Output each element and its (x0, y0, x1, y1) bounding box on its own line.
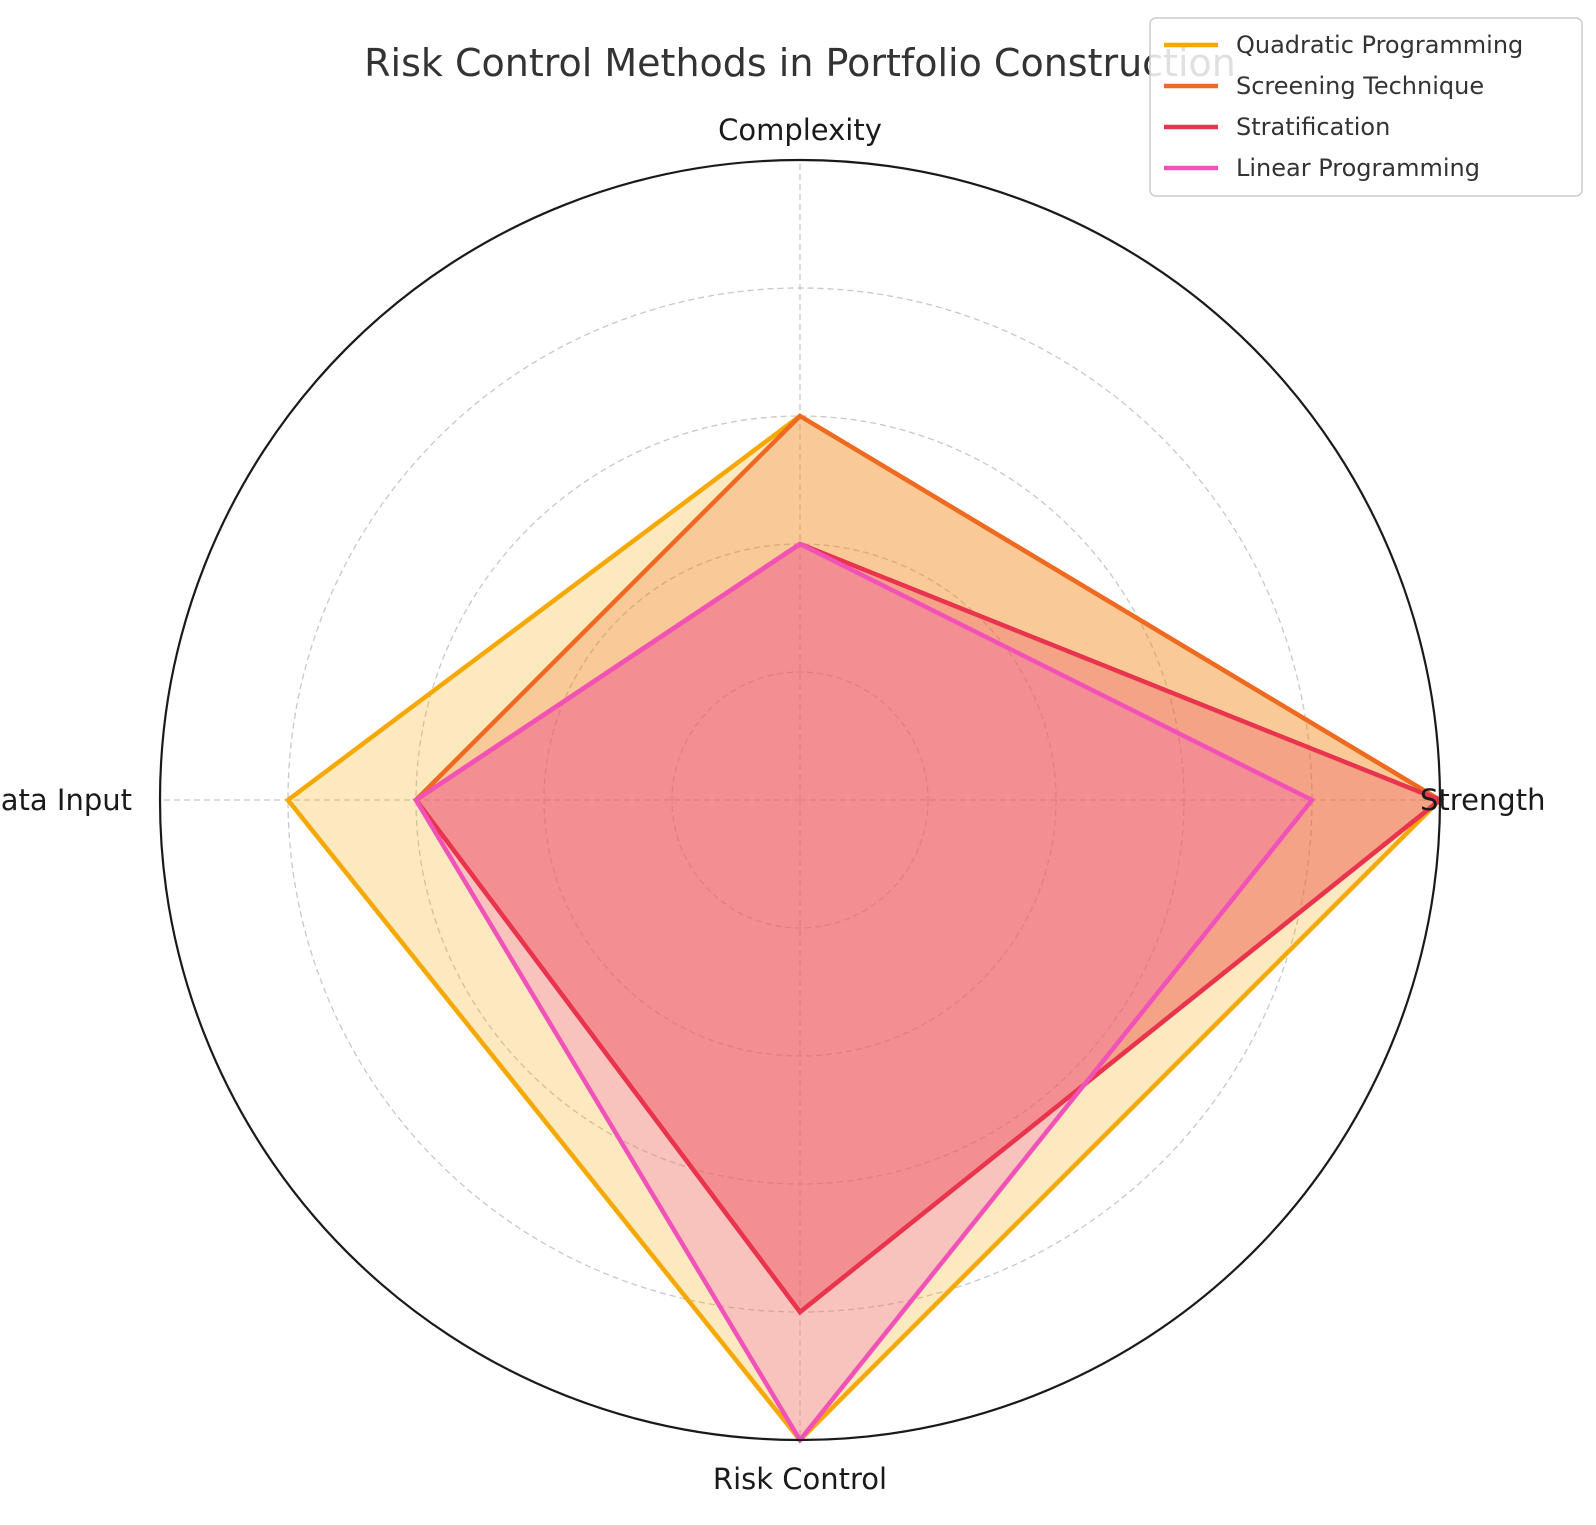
legend-label-quadratic-programming: Quadratic Programming (1236, 31, 1523, 59)
axis-label-strength: Strength (1420, 783, 1545, 817)
legend-label-stratification: Stratification (1236, 113, 1390, 141)
series-fills (288, 416, 1440, 1440)
legend-label-linear-programming: Linear Programming (1236, 154, 1480, 182)
legend-box (1149, 17, 1583, 197)
series-fill-quadratic-programming (288, 416, 1440, 1440)
legend: Quadratic Programming Screening Technique… (1149, 17, 1583, 197)
plot-frame (158, 158, 1442, 1442)
series-fill-screening-technique (416, 416, 1440, 1312)
axis-labels: Complexity Strength Risk Control Data Input (0, 113, 1545, 1496)
legend-label-screening-technique: Screening Technique (1236, 72, 1484, 100)
axis-label-data-input: Data Input (0, 783, 132, 817)
axis-label-complexity: Complexity (718, 113, 882, 147)
axis-label-risk-control: Risk Control (713, 1462, 887, 1496)
grid-ring (671, 671, 929, 929)
series-fill-linear-programming (416, 544, 1312, 1440)
chart-title: Risk Control Methods in Portfolio Constr… (364, 41, 1236, 85)
